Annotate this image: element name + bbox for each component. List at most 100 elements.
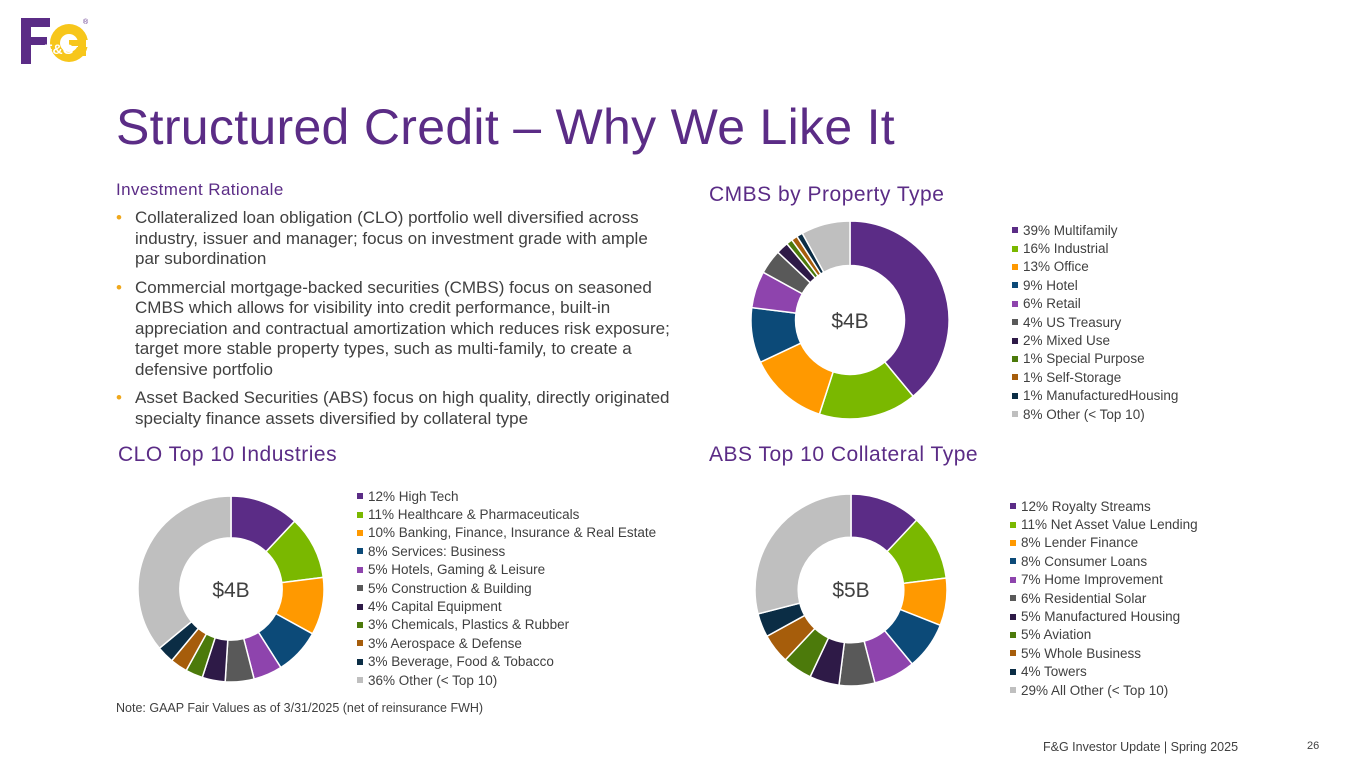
cmbs-legend-item: 2% Mixed Use — [1012, 331, 1178, 349]
abs-legend-swatch — [1010, 503, 1016, 510]
cmbs-chart-title: CMBS by Property Type — [709, 183, 945, 206]
cmbs-legend-item: 1% Self-Storage — [1012, 368, 1178, 386]
cmbs-legend-item: 9% Hotel — [1012, 276, 1178, 294]
abs-center-label: $5B — [832, 579, 870, 602]
rationale-bullet: • Asset Backed Securities (ABS) focus on … — [116, 388, 676, 429]
bullet-text: Collateralized loan obligation (CLO) por… — [135, 208, 648, 268]
abs-legend-label: 5% Manufactured Housing — [1021, 609, 1181, 625]
abs-legend-item: 7% Home Improvement — [1010, 571, 1198, 589]
abs-slice-all-other-top-10 — [754, 493, 852, 615]
cmbs-legend-label: 1% Special Purpose — [1023, 351, 1145, 367]
cmbs-legend-item: 1% ManufacturedHousing — [1012, 387, 1178, 405]
clo-legend-item: 10% Banking, Finance, Insurance & Real E… — [357, 524, 656, 542]
logo-text: F&G — [44, 41, 74, 57]
cmbs-legend-item: 6% Retail — [1012, 295, 1178, 313]
cmbs-legend-swatch — [1012, 355, 1018, 362]
abs-donut-chart — [754, 493, 948, 687]
cmbs-legend-swatch — [1012, 374, 1018, 381]
abs-legend-item: 5% Aviation — [1010, 626, 1198, 644]
cmbs-legend-swatch — [1012, 227, 1018, 234]
cmbs-legend-item: 1% Special Purpose — [1012, 350, 1178, 368]
clo-legend-label: 12% High Tech — [368, 488, 459, 504]
logo-f-shape — [21, 18, 50, 64]
clo-legend-item: 3% Aerospace & Defense — [357, 634, 656, 652]
cmbs-legend-label: 16% Industrial — [1023, 241, 1109, 257]
cmbs-donut-chart — [750, 220, 950, 420]
abs-legend-label: 12% Royalty Streams — [1021, 498, 1151, 514]
clo-legend-swatch — [357, 511, 363, 518]
cmbs-legend-label: 39% Multifamily — [1023, 222, 1118, 238]
abs-legend-swatch — [1010, 595, 1016, 602]
cmbs-legend-swatch — [1012, 300, 1018, 307]
footer-text: F&G Investor Update | Spring 2025 — [1043, 740, 1239, 754]
abs-legend-item: 4% Towers — [1010, 663, 1198, 681]
fg-logo: F&G ® — [20, 16, 90, 68]
clo-center-label: $4B — [212, 579, 250, 602]
abs-legend-item: 29% All Other (< Top 10) — [1010, 681, 1198, 699]
clo-legend-label: 5% Construction & Building — [368, 580, 532, 596]
clo-legend-swatch — [357, 677, 363, 684]
clo-legend-swatch — [357, 658, 363, 665]
footnote: Note: GAAP Fair Values as of 3/31/2025 (… — [116, 701, 484, 715]
clo-legend-swatch — [357, 493, 363, 500]
clo-legend-label: 8% Services: Business — [368, 543, 506, 559]
clo-legend-item: 3% Beverage, Food & Tobacco — [357, 653, 656, 671]
clo-legend-swatch — [357, 603, 363, 610]
abs-legend-swatch — [1010, 613, 1016, 620]
clo-legend-label: 3% Chemicals, Plastics & Rubber — [368, 617, 570, 633]
clo-slice-other-top-10 — [137, 495, 232, 650]
clo-legend-swatch — [357, 640, 363, 647]
bullet-glyph: • — [116, 208, 122, 227]
abs-legend-item: 8% Lender Finance — [1010, 534, 1198, 552]
abs-legend-swatch — [1010, 650, 1016, 657]
cmbs-legend-swatch — [1012, 245, 1018, 252]
rationale-bullet: • Commercial mortgage-backed securities (… — [116, 278, 676, 381]
cmbs-legend-label: 8% Other (< Top 10) — [1023, 406, 1145, 422]
abs-legend-item: 6% Residential Solar — [1010, 589, 1198, 607]
clo-legend-label: 10% Banking, Finance, Insurance & Real E… — [368, 525, 657, 541]
cmbs-legend-label: 1% Self-Storage — [1023, 369, 1122, 385]
clo-legend-item: 8% Services: Business — [357, 542, 656, 560]
cmbs-slice-other-top-10 — [801, 220, 851, 274]
cmbs-legend-label: 9% Hotel — [1023, 277, 1078, 293]
abs-legend-swatch — [1010, 668, 1016, 675]
abs-legend-swatch — [1010, 687, 1016, 694]
cmbs-legend-item: 16% Industrial — [1012, 239, 1178, 257]
abs-legend-label: 29% All Other (< Top 10) — [1021, 682, 1169, 698]
clo-legend-item: 5% Hotels, Gaming & Leisure — [357, 561, 656, 579]
cmbs-legend-item: 4% US Treasury — [1012, 313, 1178, 331]
page-number: 26 — [1307, 740, 1320, 752]
clo-legend-label: 3% Aerospace & Defense — [368, 635, 522, 651]
clo-legend-swatch — [357, 621, 363, 628]
abs-legend-label: 11% Net Asset Value Lending — [1021, 517, 1198, 533]
clo-legend-item: 11% Healthcare & Pharmaceuticals — [357, 505, 656, 523]
clo-legend-item: 3% Chemicals, Plastics & Rubber — [357, 616, 656, 634]
cmbs-legend-item: 8% Other (< Top 10) — [1012, 405, 1178, 423]
cmbs-legend-item: 13% Office — [1012, 258, 1178, 276]
cmbs-legend-swatch — [1012, 319, 1018, 326]
clo-donut-chart — [137, 495, 325, 683]
abs-legend-item: 5% Manufactured Housing — [1010, 607, 1198, 625]
cmbs-slice-multifamily — [849, 220, 950, 398]
clo-legend-item: 36% Other (< Top 10) — [357, 671, 656, 689]
abs-legend-swatch — [1010, 539, 1016, 546]
abs-legend-label: 7% Home Improvement — [1021, 572, 1163, 588]
clo-legend-label: 11% Healthcare & Pharmaceuticals — [368, 507, 580, 523]
cmbs-legend-label: 6% Retail — [1023, 296, 1081, 312]
registered-mark: ® — [83, 18, 89, 26]
abs-legend: 12% Royalty Streams 11% Net Asset Value L… — [1010, 497, 1198, 699]
clo-legend-label: 4% Capital Equipment — [368, 599, 502, 615]
clo-legend-label: 3% Beverage, Food & Tobacco — [368, 654, 554, 670]
clo-legend-label: 5% Hotels, Gaming & Leisure — [368, 562, 546, 578]
page-title: Structured Credit – Why We Like It — [116, 99, 895, 155]
cmbs-legend-swatch — [1012, 337, 1018, 344]
clo-legend-swatch — [357, 585, 363, 592]
abs-legend-swatch — [1010, 521, 1016, 528]
cmbs-legend-swatch — [1012, 411, 1018, 418]
clo-legend-item: 5% Construction & Building — [357, 579, 656, 597]
abs-legend-label: 6% Residential Solar — [1021, 590, 1147, 606]
rationale-bullets: • Collateralized loan obligation (CLO) po… — [116, 208, 676, 437]
rationale-bullet: • Collateralized loan obligation (CLO) po… — [116, 208, 676, 270]
rationale-heading: Investment Rationale — [116, 180, 284, 199]
abs-legend-label: 5% Whole Business — [1021, 645, 1142, 661]
